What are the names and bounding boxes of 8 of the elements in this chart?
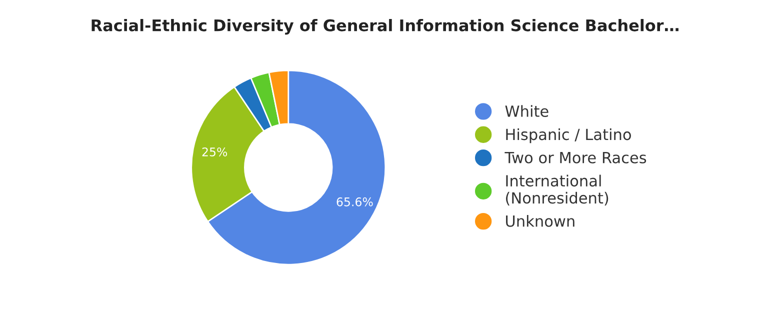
legend-label: Two or More Races [504,152,646,164]
legend-label: White [505,105,548,117]
legend-label: Hispanic / Latino [506,128,631,144]
legend-label: Unknown [506,215,574,227]
data-label: 25% [202,147,228,156]
legend-label: International (Nonresident) [506,174,608,206]
data-label: 65.6% [336,197,373,206]
chart-title: Racial-Ethnic Diversity of General Information Science Bachelor… [92,19,678,35]
